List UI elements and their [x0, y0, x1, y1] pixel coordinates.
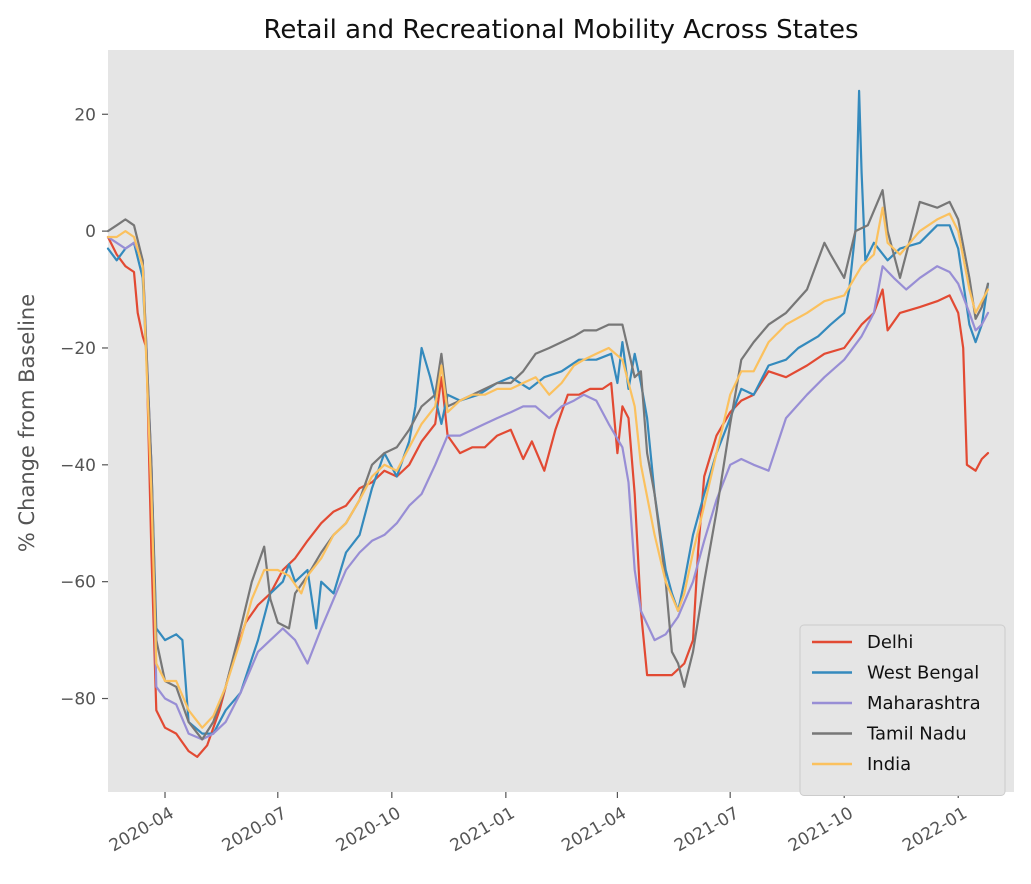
y-tick-label: −40 [60, 456, 96, 476]
y-tick-label: 20 [74, 105, 96, 125]
y-axis-label: % Change from Baseline [15, 294, 39, 552]
legend-label: Delhi [867, 632, 913, 653]
chart-title: Retail and Recreational Mobility Across … [263, 15, 858, 45]
series-line-india [106, 206, 990, 729]
x-tick-label: 2020-10 [333, 803, 405, 856]
legend: Delhi West Bengal Maharashtra Tamil Nadu Ind… [799, 624, 1006, 796]
x-tick-label: 2020-04 [106, 803, 178, 856]
y-tick-label: −20 [60, 339, 96, 359]
series-line-delhi [106, 235, 990, 758]
y-tick-label: 0 [85, 222, 96, 242]
x-tick-label: 2021-01 [447, 803, 519, 856]
x-tick-label: 2021-07 [671, 803, 743, 856]
y-tick-label: −60 [60, 573, 96, 593]
x-tick-label: 2020-07 [219, 803, 291, 856]
y-axis: 20 0 −20 −40 −60 −80 [60, 105, 108, 710]
x-tick-label: 2021-04 [558, 803, 630, 856]
legend-label: Maharashtra [867, 693, 981, 714]
legend-box [799, 624, 1006, 796]
x-axis: 2020-04 2020-07 2020-10 2021-01 2021-04 2021-… [106, 792, 971, 856]
x-tick-label: 2021-10 [785, 803, 857, 856]
y-tick-label: −80 [60, 690, 96, 710]
legend-label: India [867, 754, 911, 775]
x-tick-label: 2022-01 [899, 803, 971, 856]
series-line-tamil-nadu [106, 189, 990, 741]
series-line-maharashtra [106, 235, 990, 741]
legend-label: Tamil Nadu [866, 724, 967, 745]
legend-label: West Bengal [867, 663, 979, 684]
series-lines [106, 89, 990, 758]
